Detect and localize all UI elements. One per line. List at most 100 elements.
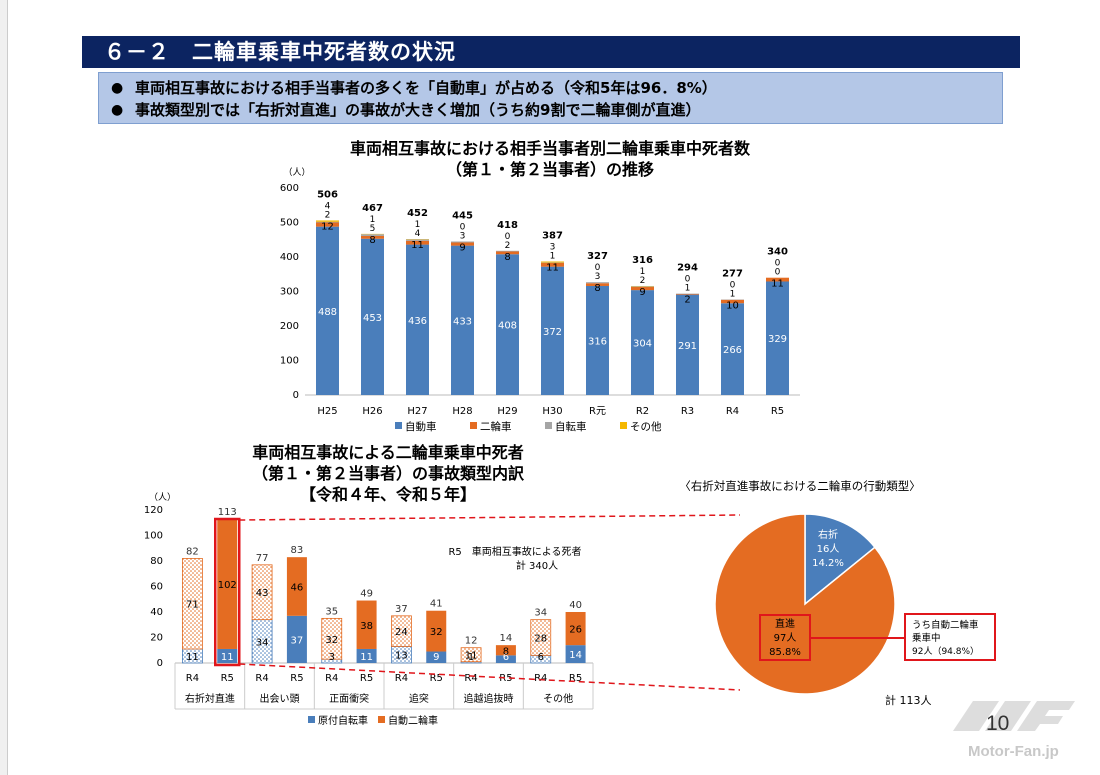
bar-label-bike: 0 — [775, 268, 781, 278]
bar-segment-原付自転車 — [286, 615, 307, 663]
bar-segment-自動二輪車 — [182, 558, 203, 650]
bar-total-label: 387 — [542, 230, 563, 241]
legend-swatch — [395, 422, 402, 429]
bar-label-bike: 4 — [415, 229, 421, 239]
x-tick-label: R4 — [534, 673, 547, 684]
motorfan-logo-icon — [953, 701, 1075, 731]
trend-chart-title-line1: 車両相互事故における相手当事者別二輪車乗車中死者数 — [349, 139, 750, 158]
bar-segment-自動車 — [586, 285, 609, 395]
bar-total-label: 340 — [767, 247, 788, 258]
x-tick-label: R5 — [771, 406, 784, 417]
bar-total-label: 12 — [465, 636, 478, 647]
bullet-1: ● 車両相互事故における相手当事者の多くを「自動車」が占める（令和5年は96．8… — [111, 77, 1002, 99]
group-label: 出会い頭 — [260, 692, 300, 705]
bar-label-other: 0 — [730, 280, 736, 290]
bar-label-moto: 8 — [369, 235, 375, 246]
bar-segment-自動二輪車 — [217, 518, 238, 649]
x-tick-label: R5 — [569, 673, 582, 684]
bar-label-motorcycle: 43 — [256, 588, 269, 599]
annotation-line2: 計 340人 — [516, 559, 558, 572]
bar-label-auto: 266 — [723, 345, 742, 356]
trend-chart-title: 車両相互事故における相手当事者別二輪車乗車中死者数 （第１・第２当事者）の推移 — [280, 138, 820, 180]
connector-line-bottom — [239, 663, 741, 691]
x-tick-label: R元 — [589, 406, 606, 417]
callout-line1: うち自動二輪車 — [912, 619, 979, 631]
callout-line3: 92人（94.8%） — [912, 646, 979, 657]
bar-segment-二輪車 — [316, 222, 339, 227]
bar-label-bike: 2 — [325, 210, 331, 220]
x-tick-label: H27 — [407, 406, 427, 417]
bar-total-label: 41 — [430, 599, 443, 610]
y-axis-unit: （人） — [149, 492, 176, 503]
bar-segment-二輪車 — [586, 283, 609, 286]
bar-total-label: 40 — [569, 600, 582, 611]
bar-segment-自転車 — [361, 234, 384, 236]
bar-label-moped: 11 — [186, 652, 199, 663]
x-tick-label: R4 — [186, 673, 199, 684]
group-label: 追突 — [409, 692, 429, 705]
bar-label-bike: 3 — [460, 231, 466, 241]
bar-segment-二輪車 — [676, 293, 699, 295]
breakdown-chart-title-line1: 車両相互事故による二輪車乗車中死者 — [252, 443, 524, 462]
bar-total-label: 35 — [325, 606, 338, 617]
bar-label-other: 0 — [685, 275, 691, 285]
bar-label-auto: 291 — [678, 341, 697, 352]
breakdown-chart-title: 車両相互事故による二輪車乗車中死者 （第１・第２当事者）の事故類型内訳 【令和４… — [188, 442, 588, 505]
bar-total-label: 77 — [256, 553, 269, 564]
bar-label-motorcycle: 32 — [325, 635, 338, 646]
trend-chart-title-line2: （第１・第２当事者）の推移 — [445, 160, 654, 179]
y-tick-label: 80 — [150, 556, 163, 567]
bar-label-other: 1 — [415, 220, 421, 230]
bar-label-other: 0 — [775, 259, 781, 269]
legend-swatch — [378, 716, 385, 723]
bar-label-other: 4 — [325, 201, 331, 211]
watermark-text: Motor-Fan.jp — [968, 743, 1059, 760]
x-tick-label: R4 — [464, 673, 477, 684]
legend-swatch — [308, 716, 315, 723]
legend-swatch — [470, 422, 477, 429]
bar-segment-自動車 — [766, 281, 789, 395]
bar-segment-二輪車 — [451, 242, 474, 246]
legend-label: 原付自転車 — [318, 714, 368, 727]
bar-label-bike: 1 — [730, 289, 736, 299]
bar-segment-自動二輪車 — [460, 647, 482, 663]
y-tick-label: 60 — [150, 582, 163, 593]
bar-total-label: 49 — [360, 589, 373, 600]
x-tick-label: R5 — [499, 673, 512, 684]
bar-label-motorcycle: 46 — [291, 583, 304, 594]
bar-label-moped: 11 — [360, 652, 373, 663]
bar-segment-自動二輪車 — [426, 610, 447, 652]
bar-segment-原付自転車 — [356, 648, 377, 663]
pie-label-name: 右折 — [818, 528, 838, 541]
legend-label: その他 — [630, 420, 662, 433]
y-tick-label: 100 — [144, 531, 163, 542]
bar-label-motorcycle: 102 — [218, 580, 237, 591]
pie-label-pct: 85.8% — [769, 647, 801, 658]
bar-segment-二輪車 — [406, 240, 429, 245]
bar-label-moto: 8 — [504, 252, 510, 263]
bar-segment-自動車 — [361, 238, 384, 395]
annotation-line1: R5 車両相互事故による死者 — [448, 545, 581, 558]
bar-label-other: 1 — [370, 215, 376, 225]
bar-label-moto: 11 — [411, 240, 424, 251]
pie-label-count: 16人 — [817, 543, 840, 555]
bar-total-label: 452 — [407, 208, 428, 219]
group-label: 追越追抜時 — [464, 692, 514, 705]
bar-total-label: 82 — [186, 546, 199, 557]
bar-label-moped: 11 — [221, 652, 234, 663]
bar-label-other: 1 — [640, 267, 646, 277]
y-tick-label: 40 — [150, 607, 163, 618]
bar-label-moped: 6 — [538, 652, 544, 663]
bar-segment-自動車 — [541, 266, 564, 395]
summary-box: ● 車両相互事故における相手当事者の多くを「自動車」が占める（令和5年は96．8… — [98, 72, 1003, 124]
bullet-mark: ● — [111, 80, 124, 96]
bar-segment-原付自転車 — [426, 651, 447, 663]
bar-label-other: 0 — [595, 263, 601, 273]
bar-total-label: 445 — [452, 210, 473, 221]
bullet-mark: ● — [111, 102, 124, 118]
bar-label-moto: 11 — [771, 279, 784, 290]
bar-segment-自転車 — [496, 250, 519, 252]
bar-label-moto: 12 — [321, 221, 334, 232]
bar-label-moto: 10 — [726, 300, 739, 311]
pie-label-pct: 14.2% — [812, 558, 844, 569]
